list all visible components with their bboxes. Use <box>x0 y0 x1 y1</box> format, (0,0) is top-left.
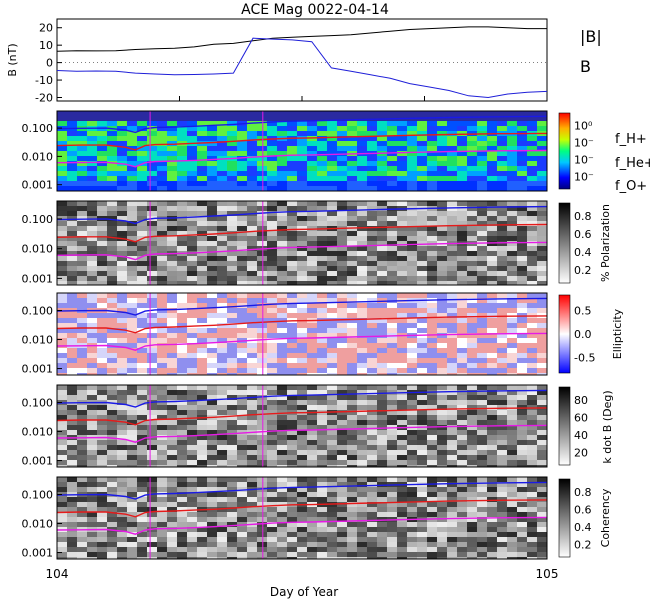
colorbar-tick-label: 40 <box>574 429 588 442</box>
legend-bmag: |B| <box>580 27 602 46</box>
mag-y-tick-label: -20 <box>35 92 53 105</box>
x-axis: 104 105 Day of Year <box>46 567 559 599</box>
freq-y-tick-label: 0.001 <box>22 363 54 376</box>
x-tick-label-105: 105 <box>536 567 559 581</box>
mag-y-tick-label: 10 <box>39 39 53 52</box>
mag-ylabel: B (nT) <box>6 43 19 76</box>
colorbar-tick-label: 10⁰ <box>574 120 593 133</box>
colorbar-tick-label: 10⁻ <box>574 154 594 167</box>
colorbar-tick-label: 0.6 <box>574 228 592 241</box>
polarization-panel: 0.100 0.010 0.001 0.8 0.6 0.4 0.2 % Polarizat… <box>22 200 612 286</box>
gyro-line-fOp <box>57 424 547 443</box>
gyro-line-fOp <box>57 332 547 351</box>
gyro-line-fOp <box>57 516 547 535</box>
gyro-line-fHep <box>57 499 547 518</box>
gyro-line-fHp <box>57 297 547 316</box>
polarization-colorbar-label: % Polarization <box>599 204 612 282</box>
colorbar-tick-label: 0.2 <box>574 264 592 277</box>
x-tick-label-104: 104 <box>46 567 69 581</box>
colorbar-tick-label: 0.5 <box>574 305 592 318</box>
coherency-panel: 0.100 0.010 0.001 0.8 0.6 0.4 0.2 Coherency <box>22 476 612 560</box>
polarization-colorbar <box>558 202 571 284</box>
colorbar-tick-label: 0.4 <box>574 521 592 534</box>
colorbar-tick-label: 0.4 <box>574 246 592 259</box>
freq-y-tick-label: 0.001 <box>22 455 54 468</box>
coherency-colorbar <box>558 478 571 558</box>
gyro-line-fHp <box>57 205 547 225</box>
freq-y-tick-label: 0.010 <box>22 518 54 531</box>
freq-y-tick-label: 0.100 <box>22 304 54 317</box>
colorbar-tick-label: 60 <box>574 411 588 424</box>
mag-panel: 20 10 0 -10 -20 B (nT) |B| B <box>6 18 602 105</box>
k-dot-b-colorbar-label: k dot B (Deg) <box>601 390 614 463</box>
gyro-line-fHep <box>57 407 547 426</box>
legend-fHp: f_H+ <box>615 132 647 147</box>
freq-y-tick-label: 0.001 <box>22 272 54 285</box>
ellipticity-colorbar <box>558 294 571 374</box>
mag-y-tick-label: -10 <box>35 74 53 87</box>
legend-fOp: f_O+ <box>615 179 647 194</box>
mag-panel-frame <box>56 18 548 102</box>
gyro-line-fHep <box>57 315 547 334</box>
freq-y-tick-label: 0.001 <box>22 179 54 192</box>
freq-y-tick-label: 0.001 <box>22 547 54 560</box>
legend-fHep: f_He+ <box>615 156 650 171</box>
mag-y-tick-label: 20 <box>39 22 53 35</box>
freq-y-tick-label: 0.010 <box>22 150 54 163</box>
ellipticity-panel: 0.100 0.010 0.001 0.5 0.0 -0.5 Ellipticity <box>22 292 624 376</box>
colorbar-tick-label: 10⁻ <box>574 171 594 184</box>
colorbar-tick-label: 0.8 <box>574 486 592 499</box>
freq-y-tick-label: 0.010 <box>22 426 54 439</box>
colorbar-tick-label: 0.8 <box>574 210 592 223</box>
gyro-line-fHep <box>57 132 547 151</box>
colorbar-tick-label: 80 <box>574 394 588 407</box>
colorbar-tick-label: 10⁻ <box>574 137 594 150</box>
freq-y-tick-label: 0.100 <box>22 213 54 226</box>
k-dot-b-colorbar <box>558 386 571 466</box>
k-dot-b-panel: 0.100 0.010 0.001 80 60 40 20 k dot B (Deg) <box>22 384 614 468</box>
gyro-line-fHp <box>57 389 547 408</box>
gyro-line-fHp <box>57 115 547 134</box>
colorbar-tick-label: 0.2 <box>574 538 592 551</box>
x-axis-label: Day of Year <box>270 585 338 599</box>
power-colorbar <box>558 112 571 190</box>
colorbar-tick-label: -0.5 <box>574 351 595 364</box>
gyro-line-fHep <box>57 223 547 243</box>
ellipticity-colorbar-label: Ellipticity <box>611 308 624 359</box>
series-bmag-line <box>57 26 547 52</box>
gyro-line-fOp <box>57 149 547 168</box>
gyro-line-fOp <box>57 241 547 261</box>
mag-y-tick-label: 0 <box>46 57 53 70</box>
freq-y-tick-label: 0.100 <box>22 396 54 409</box>
colorbar-tick-label: 0.6 <box>574 503 592 516</box>
legend-br: B <box>580 57 591 76</box>
figure-title: ACE Mag 0022-04-14 <box>241 2 389 18</box>
colorbar-tick-label: 20 <box>574 446 588 459</box>
freq-y-tick-label: 0.010 <box>22 243 54 256</box>
freq-y-tick-label: 0.100 <box>22 488 54 501</box>
gyro-line-fHp <box>57 481 547 500</box>
coherency-colorbar-label: Coherency <box>599 488 612 547</box>
colorbar-tick-label: 0.0 <box>574 328 592 341</box>
series-br-line <box>57 37 547 99</box>
freq-y-tick-label: 0.100 <box>22 122 54 135</box>
freq-y-tick-label: 0.010 <box>22 334 54 347</box>
